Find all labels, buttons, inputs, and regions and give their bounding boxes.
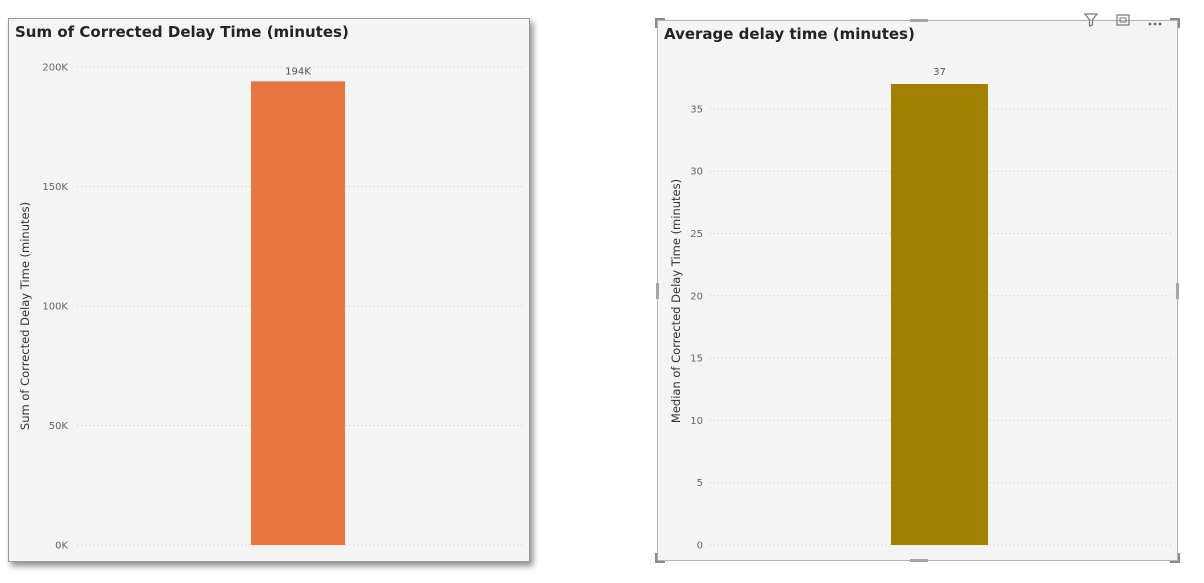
chart-title: Sum of Corrected Delay Time (minutes) [15,23,349,41]
chart-visual-sum-delay[interactable]: Sum of Corrected Delay Time (minutes) 0K… [8,18,530,562]
y-tick-label: 20 [690,291,703,302]
chart-title: Average delay time (minutes) [664,25,915,43]
focus-mode-icon[interactable] [1115,13,1131,27]
resize-handle-left[interactable] [656,283,659,299]
y-tick-label: 200K [42,63,68,74]
resize-handle-top-left[interactable] [655,18,665,28]
bar[interactable] [251,81,345,545]
y-tick-label: 100K [42,302,68,313]
y-axis-title: Median of Corrected Delay Time (minutes) [669,179,683,423]
bar-chart-sum-delay: 0K 50K 100K 150K 200K 194K Sum of Corrected De… [18,63,525,552]
y-tick-label: 25 [690,229,703,240]
chart-visual-average-delay[interactable]: Average delay time (minutes) 0 5 10 15 20 25 3… [655,13,1180,563]
y-tick-label: 50K [49,421,69,432]
data-label: 37 [933,67,946,78]
resize-handle-bottom-left[interactable] [655,553,665,563]
more-options-icon[interactable] [1147,13,1163,27]
bar-chart-average-delay: 0 5 10 15 20 25 30 35 37 Median of Corrected Dela… [669,67,1173,552]
resize-handle-bottom-right[interactable] [1170,553,1180,563]
resize-handle-top[interactable] [910,19,928,22]
y-tick-label: 35 [690,104,703,115]
data-label: 194K [285,66,311,77]
y-tick-label: 15 [690,354,703,365]
filter-icon[interactable] [1083,13,1099,27]
visual-header-toolbar [1083,13,1163,27]
resize-handle-right[interactable] [1176,283,1179,299]
y-tick-label: 0 [697,541,703,552]
resize-handle-bottom[interactable] [910,559,928,562]
resize-handle-top-right[interactable] [1170,18,1180,28]
y-tick-label: 10 [690,416,703,427]
y-tick-label: 150K [42,182,68,193]
y-tick-label: 0K [55,541,68,552]
y-tick-label: 5 [697,478,703,489]
bar[interactable] [891,84,988,545]
y-axis-title: Sum of Corrected Delay Time (minutes) [18,202,32,430]
y-tick-label: 30 [690,167,703,178]
